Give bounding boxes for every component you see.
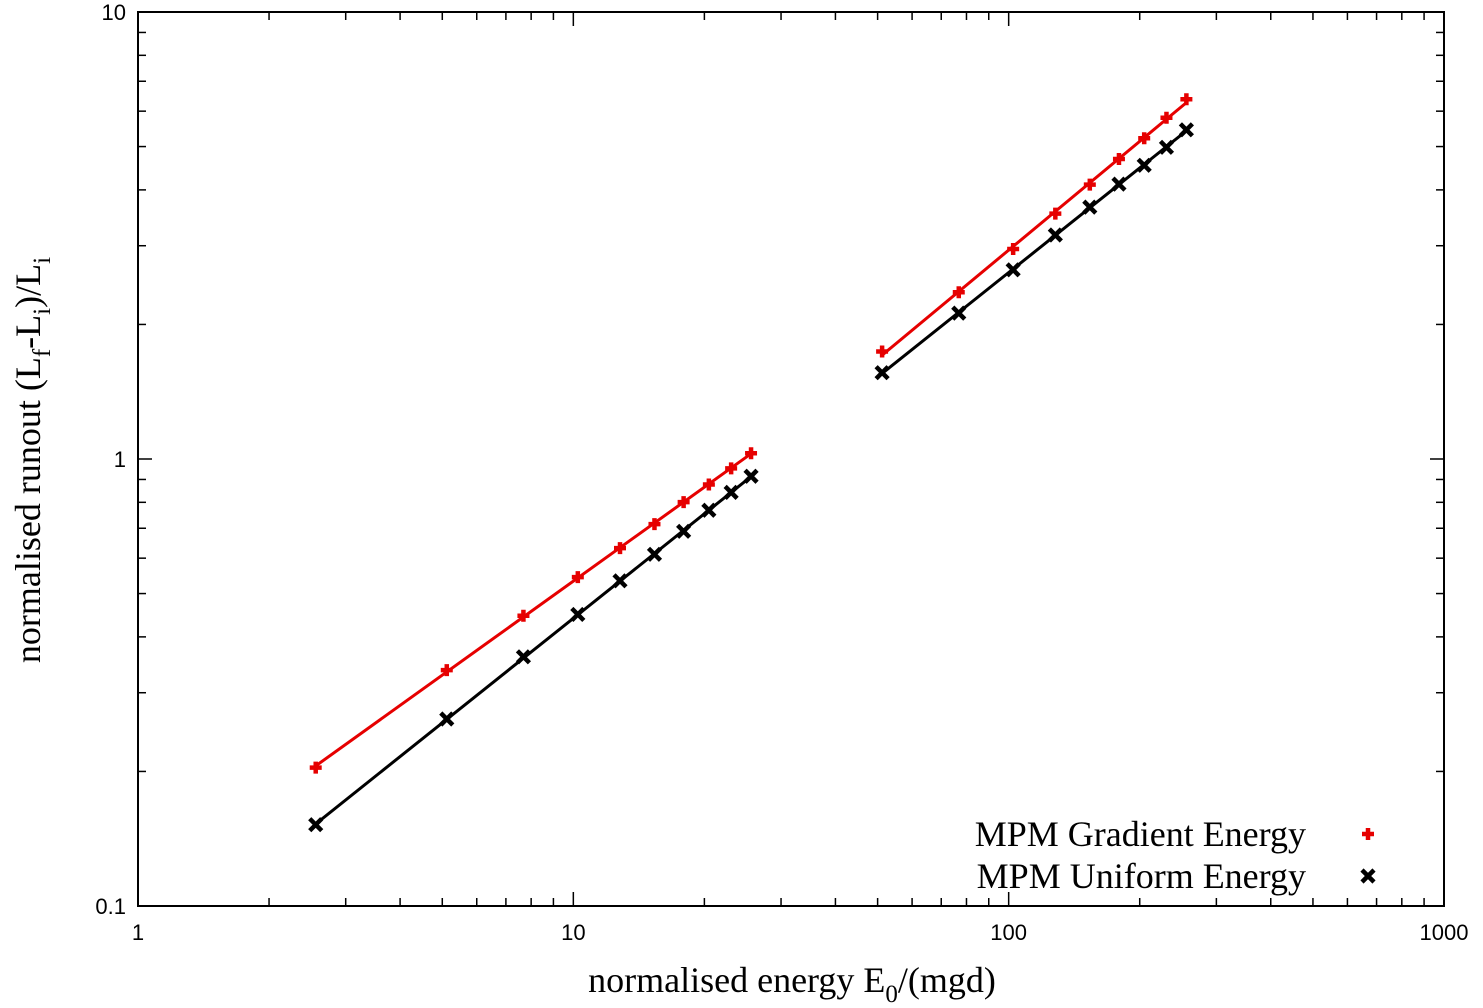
data-point: [876, 367, 888, 379]
x-tick-label: 1000: [1420, 920, 1469, 945]
x-tick-label: 10: [561, 920, 585, 945]
series-uniform-energy: [310, 124, 1193, 831]
y-axis-title: normalised runout (Lf-Li)/Li: [8, 257, 56, 663]
y-tick-label: 1: [114, 447, 126, 472]
data-point: [1113, 178, 1125, 190]
data-point: [1007, 264, 1019, 276]
data-point: [1049, 229, 1061, 241]
data-point: [310, 819, 322, 831]
series-layer: [310, 93, 1193, 830]
plot-frame: [138, 12, 1444, 906]
legend-marker: [1362, 828, 1374, 840]
y-tick-label: 0.1: [95, 894, 126, 919]
data-point: [953, 307, 965, 319]
legend-label: MPM Gradient Energy: [975, 814, 1306, 854]
data-point: [1160, 141, 1172, 153]
x-axis-title: normalised energy E0/(mgd): [588, 960, 996, 1008]
x-tick-label: 1: [132, 920, 144, 945]
data-point: [517, 651, 529, 663]
x-tick-label: 100: [990, 920, 1027, 945]
data-point: [703, 504, 715, 516]
y-tick-label: 10: [102, 0, 126, 25]
data-point: [441, 713, 453, 725]
data-point: [1180, 124, 1192, 136]
legend-marker: [1362, 870, 1374, 882]
data-point: [614, 575, 626, 587]
data-point: [1084, 201, 1096, 213]
fit-line: [882, 103, 1186, 356]
legend-label: MPM Uniform Energy: [977, 856, 1306, 896]
data-point: [725, 486, 737, 498]
data-point: [1180, 93, 1192, 105]
data-point: [745, 470, 757, 482]
data-point: [678, 525, 690, 537]
data-point: [572, 608, 584, 620]
data-point: [1138, 159, 1150, 171]
plot-area: [138, 12, 1444, 906]
data-point: [876, 345, 888, 357]
series-gradient-energy: [310, 93, 1193, 773]
data-point: [648, 548, 660, 560]
